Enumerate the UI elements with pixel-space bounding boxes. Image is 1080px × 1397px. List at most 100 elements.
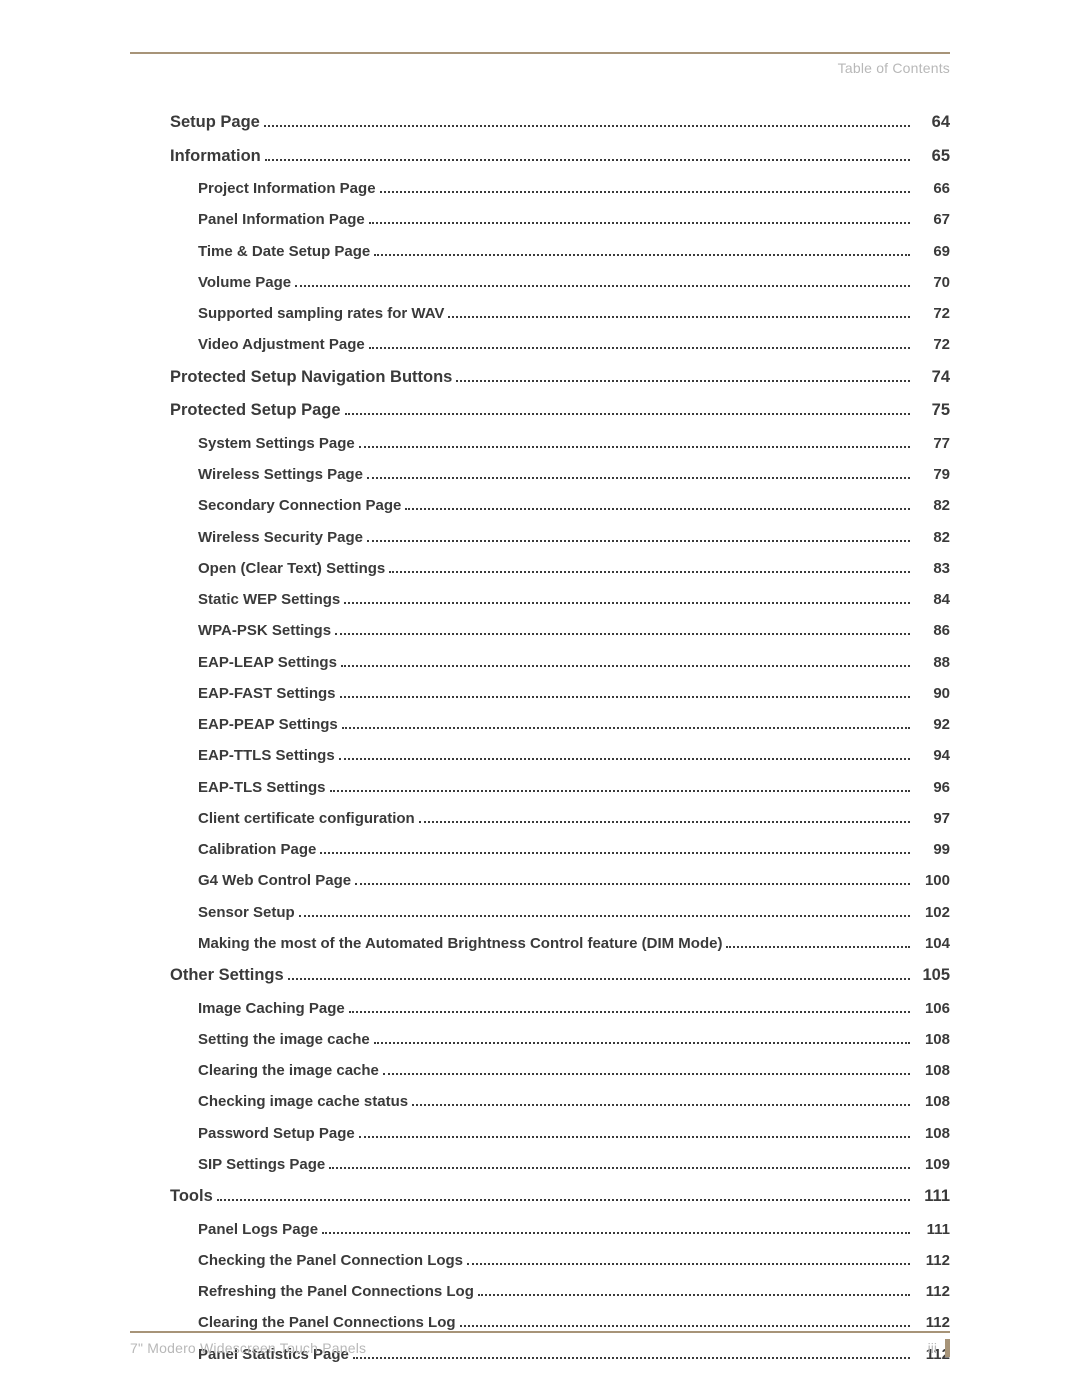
- toc-entry-page: 66: [916, 177, 950, 200]
- toc-entry-title: Supported sampling rates for WAV: [198, 302, 444, 325]
- toc-entry-page: 70: [916, 271, 950, 294]
- toc-entry: Video Adjustment Page72: [198, 333, 950, 356]
- toc-entry-title: Setting the image cache: [198, 1028, 370, 1051]
- toc-entry: EAP-PEAP Settings 92: [198, 713, 950, 736]
- toc-entry-title: Other Settings: [170, 963, 284, 989]
- toc-leader-dots: [367, 471, 910, 479]
- toc-entry: Supported sampling rates for WAV72: [198, 302, 950, 325]
- toc-entry-page: 108: [916, 1122, 950, 1145]
- toc-entry-page: 104: [916, 932, 950, 955]
- toc-entry-page: 92: [916, 713, 950, 736]
- toc-entry-title: Clearing the image cache: [198, 1059, 379, 1082]
- toc-entry-title: Tools: [170, 1184, 213, 1210]
- toc-entry: Volume Page70: [198, 271, 950, 294]
- toc-entry-title: G4 Web Control Page: [198, 869, 351, 892]
- toc-entry-title: SIP Settings Page: [198, 1153, 325, 1176]
- toc-entry-title: EAP-PEAP Settings: [198, 713, 338, 736]
- toc-leader-dots: [389, 565, 910, 573]
- toc-entry: Client certificate configuration97: [198, 807, 950, 830]
- toc-entry-page: 96: [916, 776, 950, 799]
- toc-entry: Image Caching Page 106: [198, 997, 950, 1020]
- toc-entry-title: Making the most of the Automated Brightn…: [198, 932, 722, 955]
- toc-list: Setup Page64Information65Project Informa…: [130, 110, 950, 1366]
- header-label: Table of Contents: [130, 60, 950, 76]
- toc-entry-page: 112: [916, 1249, 950, 1272]
- toc-leader-dots: [412, 1098, 910, 1106]
- toc-leader-dots: [265, 152, 910, 161]
- toc-entry-title: EAP-TLS Settings: [198, 776, 326, 799]
- toc-entry-page: 106: [916, 997, 950, 1020]
- toc-entry-title: Client certificate configuration: [198, 807, 415, 830]
- footer: 7" Modero Widescreen Touch Panels iii: [130, 1331, 950, 1357]
- toc-entry-page: 84: [916, 588, 950, 611]
- toc-leader-dots: [374, 1036, 910, 1044]
- toc-leader-dots: [369, 216, 910, 224]
- toc-leader-dots: [383, 1067, 910, 1075]
- footer-page-number: iii: [928, 1340, 937, 1356]
- toc-entry-title: Panel Logs Page: [198, 1218, 318, 1241]
- toc-leader-dots: [405, 502, 910, 510]
- toc-leader-dots: [359, 1129, 910, 1137]
- footer-row: 7" Modero Widescreen Touch Panels iii: [130, 1339, 950, 1357]
- toc-entry-title: Image Caching Page: [198, 997, 345, 1020]
- toc-entry: Refreshing the Panel Connections Log 112: [198, 1280, 950, 1303]
- toc-entry-title: Checking the Panel Connection Logs: [198, 1249, 463, 1272]
- toc-leader-dots: [367, 533, 910, 541]
- toc-entry-title: Open (Clear Text) Settings: [198, 557, 385, 580]
- toc-leader-dots: [419, 815, 910, 823]
- toc-entry: System Settings Page77: [198, 432, 950, 455]
- toc-leader-dots: [467, 1257, 910, 1265]
- toc-entry-page: 64: [916, 110, 950, 136]
- toc-entry: Secondary Connection Page82: [198, 494, 950, 517]
- toc-leader-dots: [329, 1161, 910, 1169]
- toc-leader-dots: [374, 247, 910, 255]
- toc-entry-page: 72: [916, 333, 950, 356]
- toc-entry-page: 79: [916, 463, 950, 486]
- toc-entry: EAP-TLS Settings 96: [198, 776, 950, 799]
- toc-entry-title: WPA-PSK Settings: [198, 619, 331, 642]
- toc-entry: Password Setup Page108: [198, 1122, 950, 1145]
- toc-entry: EAP-FAST Settings90: [198, 682, 950, 705]
- toc-entry-title: Time & Date Setup Page: [198, 240, 370, 263]
- toc-leader-dots: [726, 940, 910, 948]
- toc-leader-dots: [460, 1319, 910, 1327]
- page-container: Table of Contents Setup Page64Informatio…: [130, 52, 950, 1317]
- toc-leader-dots: [335, 627, 910, 635]
- toc-entry-title: Wireless Security Page: [198, 526, 363, 549]
- toc-entry-page: 82: [916, 526, 950, 549]
- toc-entry: Setting the image cache 108: [198, 1028, 950, 1051]
- toc-entry-page: 83: [916, 557, 950, 580]
- toc-entry: Tools111: [170, 1184, 950, 1210]
- toc-leader-dots: [295, 279, 910, 287]
- toc-entry: Information65: [170, 144, 950, 170]
- toc-entry-page: 108: [916, 1028, 950, 1051]
- toc-entry: Panel Information Page67: [198, 208, 950, 231]
- toc-entry: SIP Settings Page109: [198, 1153, 950, 1176]
- toc-entry: Clearing the image cache 108: [198, 1059, 950, 1082]
- toc-leader-dots: [288, 971, 910, 980]
- toc-entry: Project Information Page66: [198, 177, 950, 200]
- toc-leader-dots: [355, 877, 910, 885]
- toc-entry-title: EAP-FAST Settings: [198, 682, 336, 705]
- toc-entry-page: 77: [916, 432, 950, 455]
- toc-entry-page: 105: [916, 963, 950, 989]
- toc-entry-title: Panel Information Page: [198, 208, 365, 231]
- toc-entry: Protected Setup Navigation Buttons74: [170, 365, 950, 391]
- toc-leader-dots: [448, 310, 910, 318]
- toc-entry: EAP-LEAP Settings88: [198, 651, 950, 674]
- toc-entry-title: Protected Setup Page: [170, 398, 341, 424]
- toc-entry: Making the most of the Automated Brightn…: [198, 932, 950, 955]
- toc-leader-dots: [264, 118, 910, 127]
- toc-entry-page: 108: [916, 1059, 950, 1082]
- toc-entry-title: Checking image cache status: [198, 1090, 408, 1113]
- toc-entry: Time & Date Setup Page69: [198, 240, 950, 263]
- toc-entry-page: 112: [916, 1280, 950, 1303]
- toc-leader-dots: [339, 752, 910, 760]
- toc-entry-title: Refreshing the Panel Connections Log: [198, 1280, 474, 1303]
- toc-entry-page: 65: [916, 144, 950, 170]
- toc-leader-dots: [322, 1225, 910, 1233]
- toc-leader-dots: [344, 596, 910, 604]
- toc-leader-dots: [456, 373, 910, 382]
- toc-entry-title: EAP-TTLS Settings: [198, 744, 335, 767]
- toc-entry: Protected Setup Page75: [170, 398, 950, 424]
